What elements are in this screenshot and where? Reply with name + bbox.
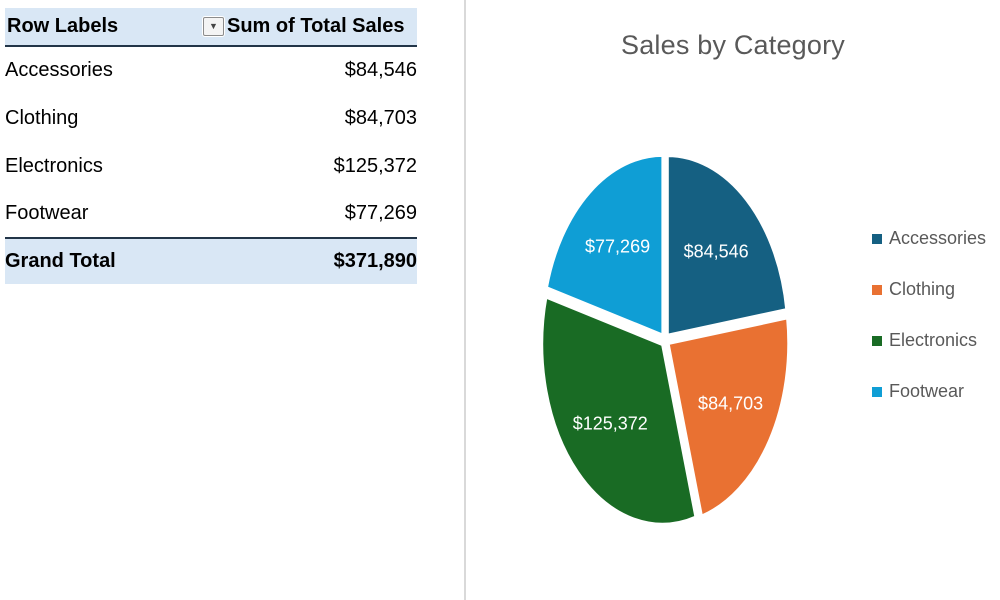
grand-total-label[interactable]: Grand Total [5, 237, 227, 284]
pie-slice-footwear[interactable] [545, 153, 664, 338]
legend-label: Accessories [889, 228, 987, 248]
pie-chart-panel: Sales by Category $84,546 $84,703 $125,372… [466, 0, 1000, 600]
legend-swatch-icon [872, 284, 882, 295]
pie-slice-clothing[interactable] [666, 315, 790, 519]
vertical-divider [464, 0, 466, 600]
row-value-accessories[interactable]: $84,546 [344, 59, 417, 81]
pivot-table: Row Labels ▼ Sum of Total Sales Accessor… [5, 8, 417, 284]
row-label-accessories[interactable]: Accessories [5, 59, 113, 81]
table-row: Accessories $84,546 [5, 46, 417, 94]
legend-item-footwear[interactable]: Footwear [872, 381, 986, 402]
table-row: Electronics $125,372 [5, 142, 417, 190]
legend-swatch-icon [872, 233, 882, 244]
row-value-clothing[interactable]: $84,703 [344, 106, 417, 129]
table-row: Footwear $77,269 [5, 190, 417, 238]
legend-item-clothing[interactable]: Clothing [872, 279, 986, 300]
row-labels-filter-button[interactable]: ▼ [203, 17, 224, 36]
row-labels-header-cell[interactable]: Row Labels ▼ [5, 8, 227, 47]
legend-item-electronics[interactable]: Electronics [872, 330, 986, 351]
row-label-footwear[interactable]: Footwear [5, 202, 89, 224]
legend-swatch-icon [872, 335, 882, 346]
grand-total-row: Grand Total $371,890 [5, 237, 417, 284]
legend-label: Footwear [889, 381, 965, 401]
row-value-footwear[interactable]: $77,269 [344, 202, 417, 224]
row-label-clothing[interactable]: Clothing [5, 106, 79, 129]
row-label-electronics[interactable]: Electronics [5, 154, 103, 177]
pivot-header-row: Row Labels ▼ Sum of Total Sales [5, 8, 417, 47]
pie-slice-electronics[interactable] [540, 294, 698, 527]
legend-item-accessories[interactable]: Accessories [872, 228, 986, 249]
chart-title: Sales by Category [620, 30, 845, 60]
legend-label: Electronics [889, 330, 978, 350]
legend-label: Clothing [889, 279, 956, 299]
pie-chart: $84,546 $84,703 $125,372 $77,269 [537, 148, 793, 532]
chart-legend: Accessories Clothing Electronics Footwear [872, 228, 986, 432]
row-value-electronics[interactable]: $125,372 [333, 154, 417, 177]
pie-slice-accessories[interactable] [666, 153, 788, 338]
grand-total-value[interactable]: $371,890 [227, 237, 417, 284]
pie-chart-svg [540, 153, 790, 527]
filter-dropdown-icon: ▼ [209, 21, 218, 31]
sum-of-sales-header-cell[interactable]: Sum of Total Sales [227, 8, 417, 47]
row-labels-header-text: Row Labels [7, 15, 119, 37]
legend-swatch-icon [872, 386, 882, 397]
table-row: Clothing $84,703 [5, 94, 417, 142]
